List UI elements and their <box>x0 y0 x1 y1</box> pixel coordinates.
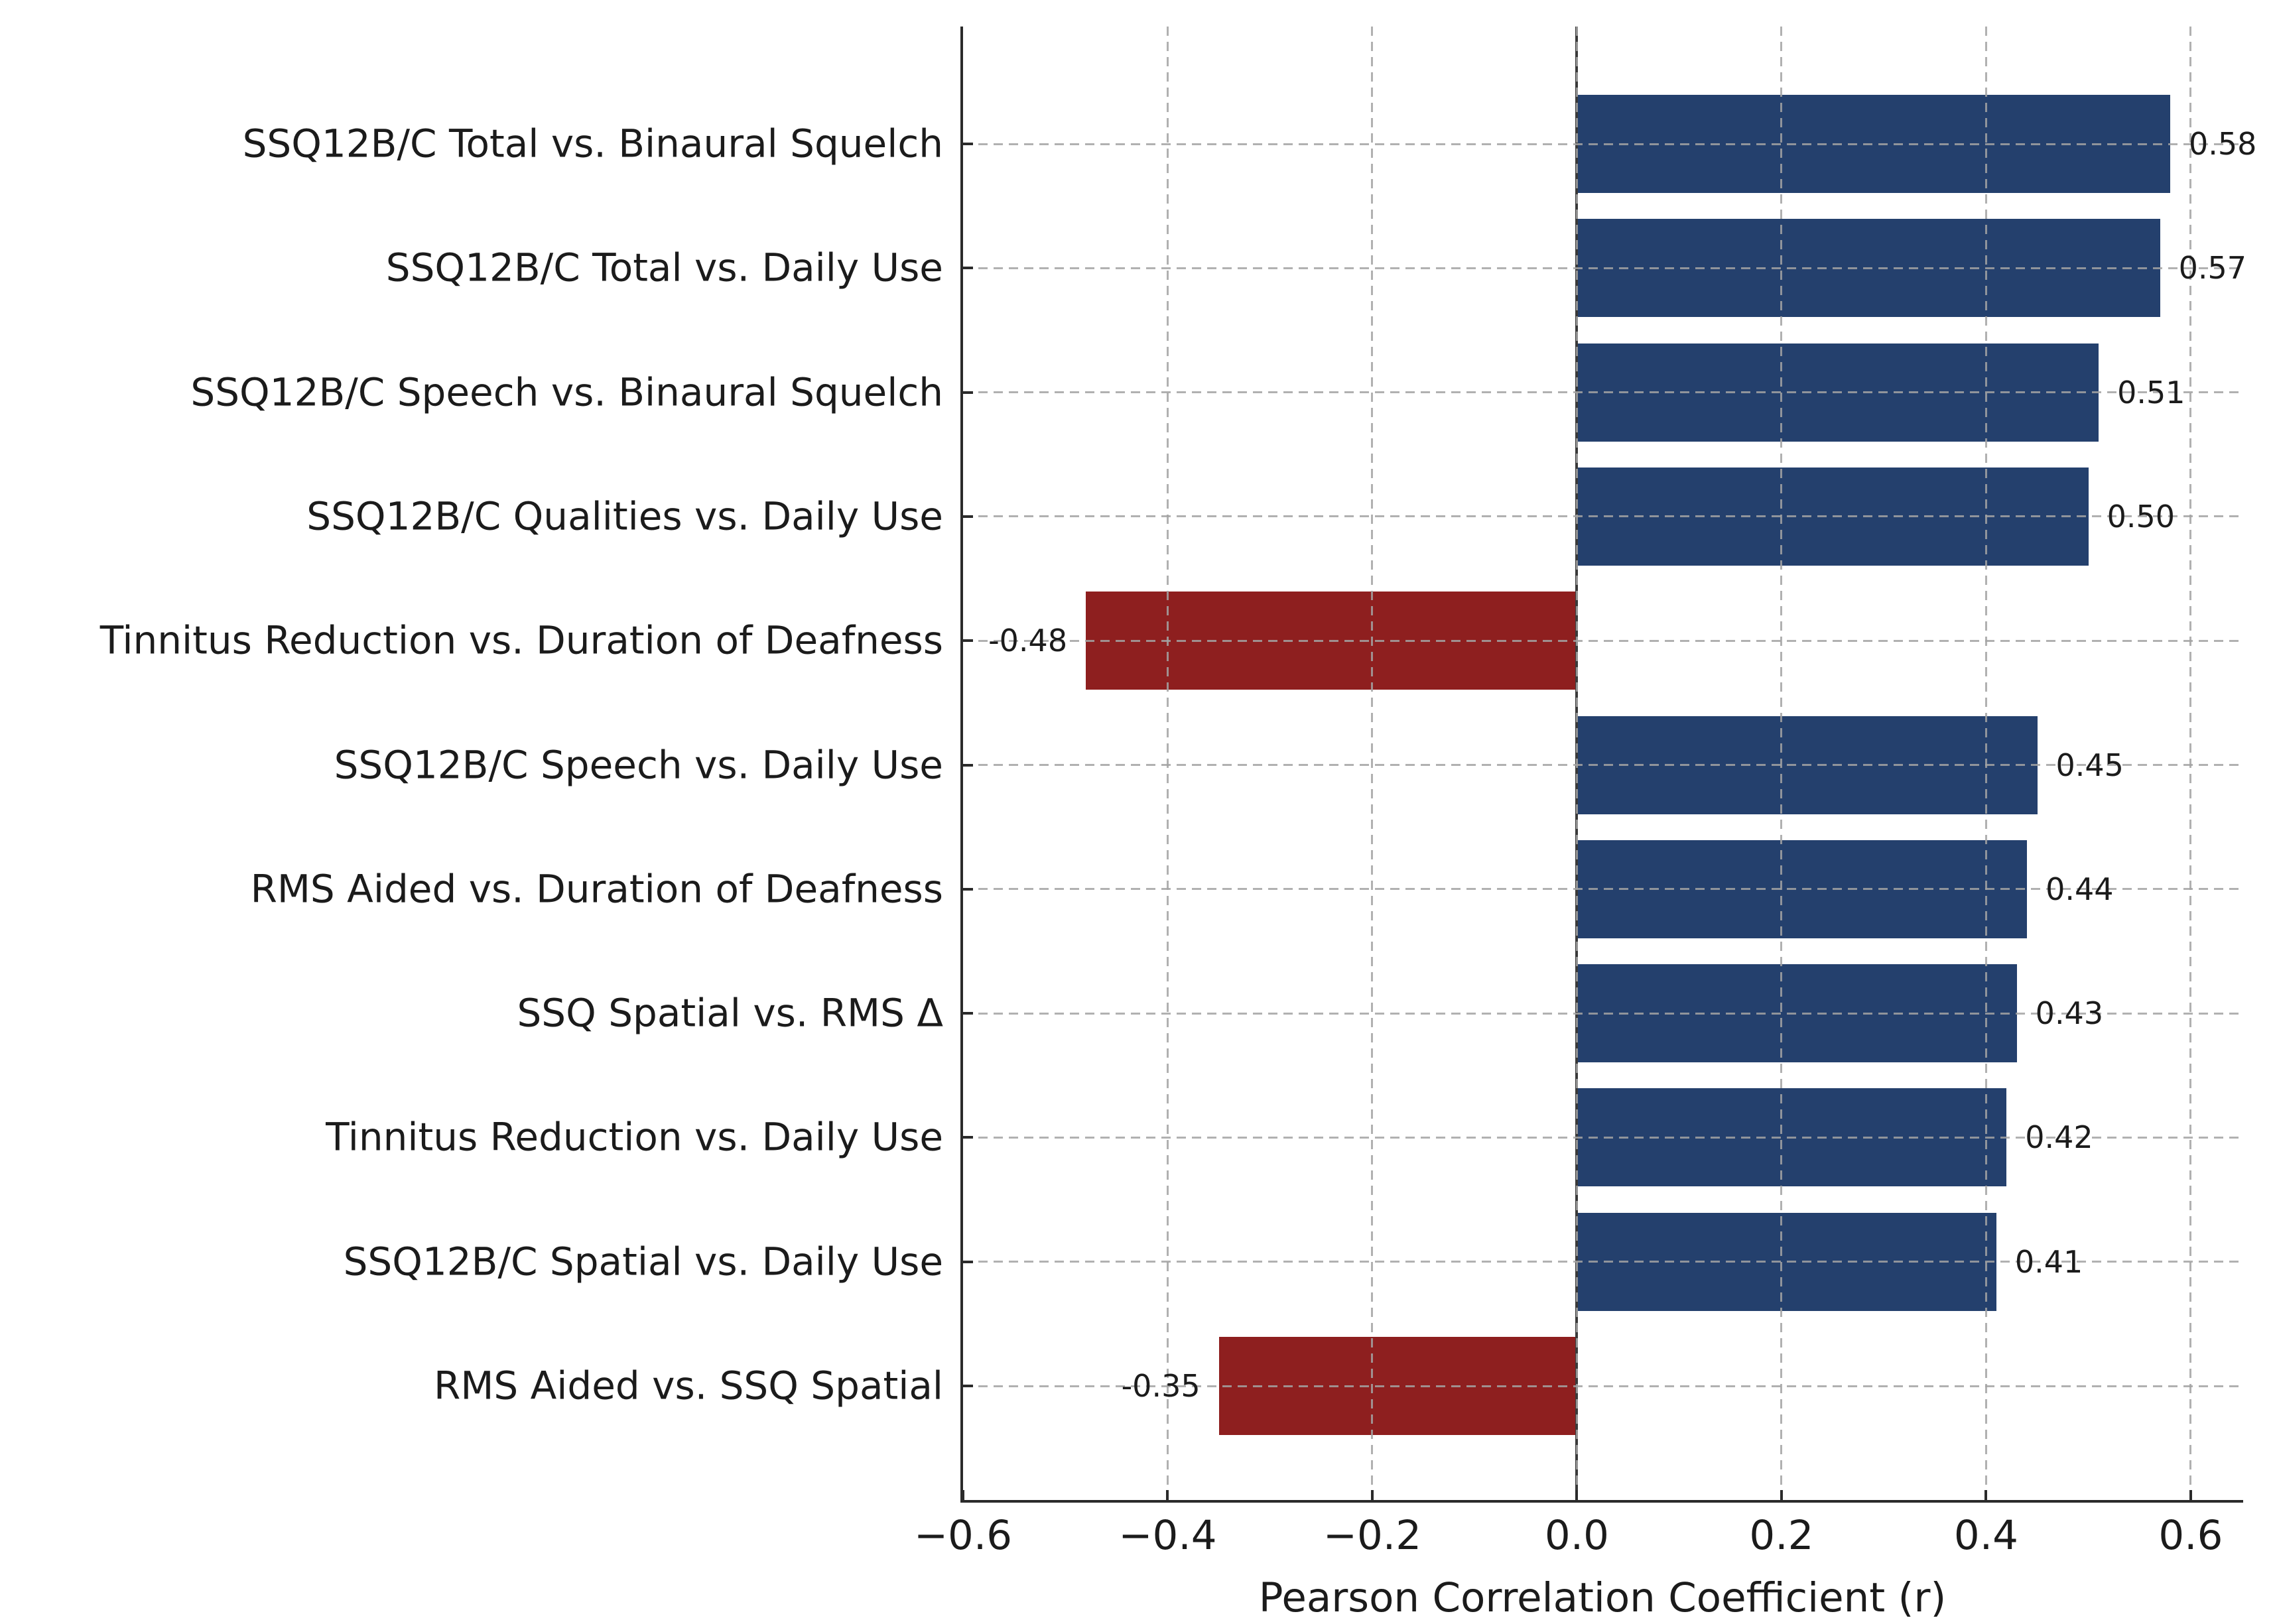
x-tick-mark <box>1984 1490 1988 1500</box>
gridline-y <box>963 1385 2242 1387</box>
y-tick-mark <box>963 391 973 394</box>
bar-value-label: 0.50 <box>2107 498 2176 534</box>
x-tick-label: 0.2 <box>1749 1512 1814 1559</box>
x-tick-label: −0.2 <box>1323 1512 1422 1559</box>
gridline-y <box>963 515 2242 518</box>
y-axis-spine <box>960 27 963 1503</box>
bar-value-label: 0.51 <box>2117 374 2185 410</box>
y-tick-mark <box>963 1136 973 1139</box>
bar-value-label: 0.43 <box>2035 995 2104 1032</box>
plot-area: 0.58 0.57 0.51 0.50 -0.48 0.45 0.44 0.43 0.42 0.4… <box>962 27 2256 1500</box>
gridline-y <box>963 1136 2242 1139</box>
gridline-x <box>2189 27 2192 1500</box>
x-tick-mark <box>1166 1490 1169 1500</box>
y-tick-label: SSQ12B/C Speech vs. Binaural Squelch <box>190 369 943 415</box>
bar-value-label: -0.35 <box>1121 1368 1201 1404</box>
bar-value-label: 0.44 <box>2046 871 2114 907</box>
bar-value-label: 0.57 <box>2178 250 2247 286</box>
x-tick-label: 0.0 <box>1544 1512 1609 1559</box>
y-tick-mark <box>963 887 973 891</box>
gridline-x <box>1984 27 1987 1500</box>
gridline-y <box>963 1261 2242 1263</box>
y-tick-label: RMS Aided vs. SSQ Spatial <box>434 1363 943 1408</box>
gridline-x <box>1780 27 1783 1500</box>
x-tick-mark <box>1370 1490 1374 1500</box>
x-tick-mark <box>1575 1490 1579 1500</box>
gridline-x <box>1166 27 1169 1500</box>
gridline-y <box>963 764 2242 766</box>
x-tick-mark <box>962 1490 964 1500</box>
y-tick-label: Tinnitus Reduction vs. Duration of Deafn… <box>99 617 943 663</box>
gridline-y <box>963 143 2242 145</box>
x-tick-mark <box>1780 1490 1783 1500</box>
x-tick-label: −0.4 <box>1118 1512 1217 1559</box>
bar-value-label: 0.45 <box>2055 747 2124 783</box>
gridline-y <box>963 888 2242 891</box>
y-tick-label: Tinnitus Reduction vs. Daily Use <box>326 1114 943 1160</box>
y-tick-mark <box>963 1385 973 1387</box>
bar-value-label: 0.42 <box>2025 1119 2093 1156</box>
gridline-y <box>963 639 2242 642</box>
x-tick-label: 0.6 <box>2158 1512 2223 1559</box>
y-tick-label: SSQ12B/C Speech vs. Daily Use <box>334 742 943 788</box>
gridline-x <box>1371 27 1374 1500</box>
y-tick-label: SSQ12B/C Qualities vs. Daily Use <box>306 493 943 539</box>
y-tick-mark <box>963 639 973 643</box>
y-tick-mark <box>963 515 973 518</box>
x-tick-label: −0.6 <box>913 1512 1013 1559</box>
y-tick-mark <box>963 267 973 270</box>
gridline-y <box>963 391 2242 394</box>
x-tick-label: 0.4 <box>1953 1512 2018 1559</box>
y-tick-label: SSQ Spatial vs. RMS Δ <box>517 990 943 1036</box>
y-tick-label: SSQ12B/C Total vs. Daily Use <box>385 245 943 290</box>
x-axis-title: Pearson Correlation Coefficient (r) <box>1258 1574 1947 1621</box>
y-tick-mark <box>963 1012 973 1015</box>
y-tick-mark <box>963 143 973 145</box>
y-tick-label: SSQ12B/C Total vs. Binaural Squelch <box>242 121 943 166</box>
y-tick-label: SSQ12B/C Spatial vs. Daily Use <box>343 1239 943 1284</box>
bar-value-label: 0.58 <box>2189 126 2257 162</box>
gridline-y <box>963 1012 2242 1015</box>
bar-value-label: -0.48 <box>988 623 1068 659</box>
y-tick-mark <box>963 763 973 767</box>
gridline-y <box>963 267 2242 269</box>
y-tick-mark <box>963 1260 973 1263</box>
x-axis-spine <box>960 1500 2243 1503</box>
bar-value-label: 0.41 <box>2014 1243 2083 1280</box>
gridline-x <box>1575 27 1578 1500</box>
x-tick-mark <box>2189 1490 2192 1500</box>
y-tick-label: RMS Aided vs. Duration of Deafness <box>250 866 943 912</box>
